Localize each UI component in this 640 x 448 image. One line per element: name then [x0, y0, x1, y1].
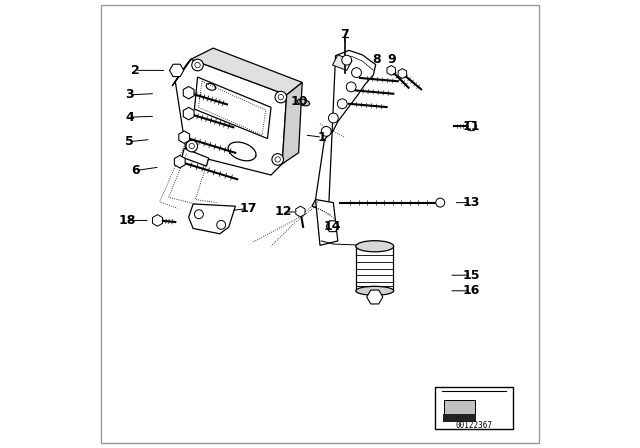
- FancyBboxPatch shape: [435, 387, 513, 429]
- Text: 14: 14: [323, 220, 340, 233]
- Circle shape: [337, 99, 347, 109]
- Text: 11: 11: [463, 120, 480, 133]
- Circle shape: [436, 198, 445, 207]
- Circle shape: [195, 210, 204, 219]
- Text: 2: 2: [131, 64, 140, 77]
- Polygon shape: [195, 77, 271, 138]
- Circle shape: [342, 55, 351, 65]
- Polygon shape: [282, 82, 302, 164]
- Polygon shape: [332, 55, 352, 70]
- Text: 8: 8: [372, 53, 381, 66]
- FancyBboxPatch shape: [101, 5, 539, 443]
- Text: 17: 17: [239, 202, 257, 215]
- Text: 18: 18: [119, 214, 136, 227]
- Text: 7: 7: [340, 28, 349, 41]
- Ellipse shape: [298, 99, 310, 106]
- Text: 3: 3: [125, 88, 134, 101]
- Circle shape: [189, 143, 195, 149]
- Circle shape: [272, 154, 284, 165]
- Polygon shape: [189, 204, 236, 234]
- Circle shape: [195, 62, 200, 68]
- Ellipse shape: [356, 286, 394, 295]
- Circle shape: [275, 157, 280, 162]
- Text: 16: 16: [463, 284, 480, 297]
- Polygon shape: [444, 400, 475, 420]
- Text: 15: 15: [463, 269, 480, 282]
- Polygon shape: [316, 199, 338, 246]
- Polygon shape: [191, 48, 302, 95]
- Circle shape: [217, 220, 226, 229]
- Circle shape: [278, 95, 284, 100]
- Ellipse shape: [356, 241, 394, 252]
- Circle shape: [321, 126, 331, 136]
- Text: 13: 13: [463, 196, 480, 209]
- Text: 00122367: 00122367: [455, 421, 492, 430]
- FancyBboxPatch shape: [356, 246, 394, 291]
- Circle shape: [328, 113, 339, 123]
- Polygon shape: [175, 59, 287, 175]
- Text: 6: 6: [131, 164, 140, 177]
- Polygon shape: [182, 148, 209, 166]
- Polygon shape: [172, 59, 191, 86]
- Circle shape: [275, 91, 287, 103]
- FancyBboxPatch shape: [443, 414, 476, 422]
- Text: 10: 10: [291, 95, 308, 108]
- Polygon shape: [312, 50, 376, 208]
- Circle shape: [351, 68, 362, 78]
- Text: 12: 12: [275, 206, 292, 219]
- Circle shape: [192, 59, 204, 71]
- Text: 5: 5: [125, 135, 134, 148]
- Text: 9: 9: [387, 53, 396, 66]
- Circle shape: [346, 82, 356, 92]
- Circle shape: [186, 140, 198, 152]
- Text: 4: 4: [125, 111, 134, 124]
- Text: 1: 1: [318, 131, 326, 144]
